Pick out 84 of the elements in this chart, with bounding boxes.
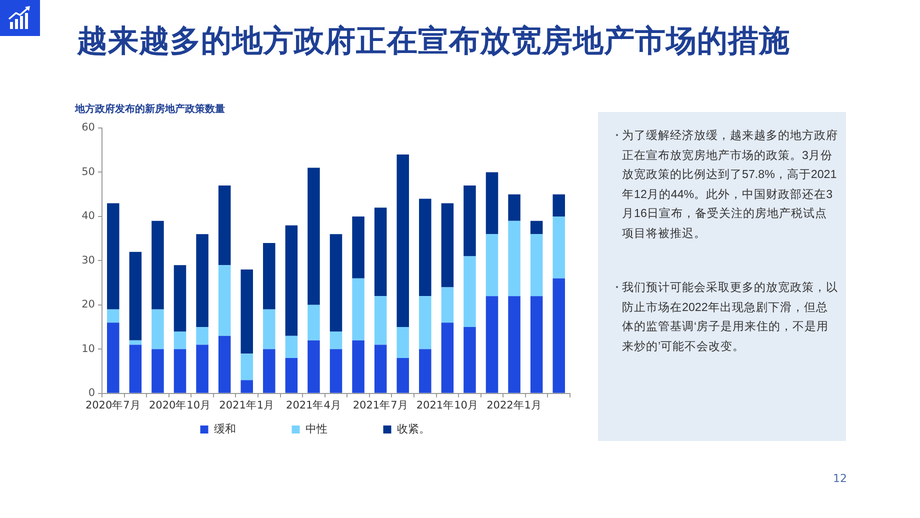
bar (552, 278, 565, 393)
bar (464, 327, 476, 393)
legend-label: 中性 (305, 422, 328, 436)
bar (308, 304, 320, 340)
bar (374, 344, 387, 393)
bar (285, 225, 298, 336)
bar (464, 256, 476, 328)
bar (330, 331, 342, 350)
y-tick-label: 50 (82, 166, 95, 178)
bar (263, 349, 276, 393)
bar (129, 344, 142, 393)
x-tick-label: 2020年7月 (85, 399, 141, 412)
legend-label: 缓和 (214, 422, 236, 436)
bar (285, 336, 298, 358)
bar (441, 322, 454, 393)
bar (263, 243, 276, 310)
bar (530, 296, 543, 393)
bar (396, 358, 409, 393)
bar (152, 349, 164, 393)
bar (352, 278, 364, 340)
bar (240, 354, 253, 380)
bar (419, 296, 432, 350)
bar (308, 340, 320, 393)
y-tick-label: 40 (82, 210, 95, 222)
bar (352, 216, 364, 278)
bar (396, 154, 409, 328)
x-tick-label: 2021年10月 (416, 399, 478, 412)
bar (464, 186, 476, 256)
bar (107, 309, 120, 323)
bar (152, 309, 164, 350)
bar (174, 331, 186, 350)
bar (308, 168, 320, 305)
bar (552, 194, 565, 216)
bar (530, 234, 543, 296)
y-tick-label: 10 (82, 342, 95, 355)
text: 我们预计可能会采取更多的放宽政策，以防止市场在2022年出现急剧下滑，但总体的监管基调‘房子是用来住的，不是用来炒的’可能不会改变。 (622, 281, 838, 352)
bar (508, 296, 520, 393)
bar (508, 220, 520, 296)
bar (530, 220, 543, 234)
bar (486, 296, 498, 393)
chart-subtitle: 地方政府发布的新房地产政策数量 (75, 102, 225, 116)
bar (352, 340, 364, 393)
y-tick-label: 0 (88, 387, 95, 400)
bar (330, 349, 342, 393)
bar (174, 349, 186, 393)
bar (419, 198, 432, 296)
bar (129, 252, 142, 340)
x-tick-label: 2020年10月 (148, 399, 212, 412)
legend-label: 收紧。 (396, 422, 430, 436)
bar (218, 336, 231, 393)
bar (196, 327, 208, 345)
bar (285, 358, 298, 393)
bar (486, 234, 498, 296)
bar (107, 203, 120, 310)
bar (196, 234, 208, 328)
y-tick-label: 30 (82, 254, 95, 266)
bar (152, 220, 164, 310)
bar (174, 265, 186, 332)
text: 12 (833, 472, 847, 485)
bar (330, 234, 342, 332)
x-tick-label: 2022年1月 (486, 399, 542, 412)
bar (374, 296, 387, 345)
bar (263, 309, 276, 350)
bar (196, 344, 208, 393)
bar (218, 265, 231, 336)
bar (374, 208, 387, 296)
bar (107, 322, 120, 393)
text: 为了缓解经济放缓，越来越多的地方政府正在宣布放宽房地产市场的政策。3月份放宽政策的比例达到了57.8%，高于2021年12月的44%。此外，中国财政部还在3月16日宣布，备受关注的房地产税试点项目将被推迟。 (622, 129, 838, 240)
bar (441, 287, 454, 323)
bar (396, 327, 409, 358)
bar (240, 270, 253, 354)
bar (508, 194, 520, 221)
x-tick-label: 2021年4月 (286, 399, 342, 412)
x-tick-label: 2021年7月 (352, 399, 408, 412)
bar (419, 349, 432, 393)
chart-title: 越来越多的地方政府正在宣布放宽房地产市场的措施 (77, 23, 790, 61)
bar (552, 216, 565, 278)
bar (218, 186, 231, 266)
x-tick-label: 2021年1月 (219, 399, 275, 412)
bar (240, 380, 253, 393)
bar (441, 203, 454, 288)
y-tick-label: 60 (82, 122, 95, 134)
y-tick-label: 20 (82, 298, 95, 311)
bar (486, 172, 498, 234)
